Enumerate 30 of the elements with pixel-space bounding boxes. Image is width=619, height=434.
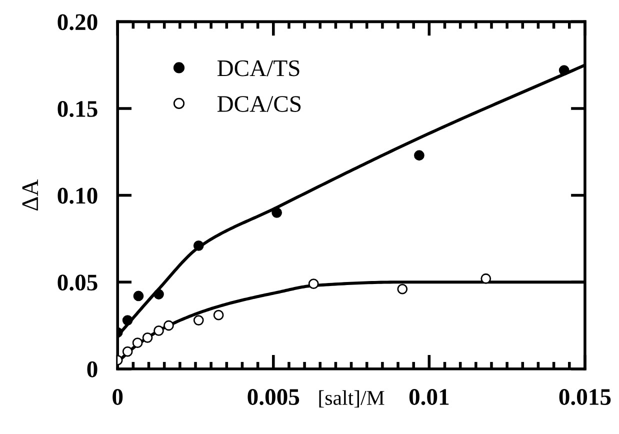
point bbox=[154, 289, 164, 300]
point bbox=[193, 240, 204, 251]
x-tick-label: 0.01 bbox=[409, 389, 449, 406]
point bbox=[193, 315, 204, 326]
y-tick-label: 0.05 bbox=[58, 274, 98, 291]
point bbox=[164, 320, 174, 331]
point bbox=[122, 346, 133, 357]
x-tick-label: 0.005 bbox=[248, 389, 300, 406]
point bbox=[308, 278, 319, 290]
point bbox=[142, 332, 153, 343]
point bbox=[213, 310, 224, 320]
point bbox=[132, 338, 143, 348]
legend-label: DCA/TS bbox=[217, 60, 300, 76]
y-tick-label: 0.15 bbox=[58, 100, 98, 118]
point bbox=[558, 65, 570, 76]
y-axis-title: ΔA bbox=[22, 179, 38, 211]
point bbox=[122, 315, 133, 326]
point bbox=[480, 273, 492, 284]
x-tick-label: 0.015 bbox=[559, 389, 611, 406]
point bbox=[154, 326, 164, 336]
y-tick-label: 0 bbox=[87, 361, 98, 378]
point bbox=[397, 284, 408, 294]
legend-label: DCA/CS bbox=[217, 96, 301, 112]
y-tick-label: 0.10 bbox=[58, 188, 98, 204]
point bbox=[133, 290, 144, 302]
x-axis-title: [salt]/M bbox=[319, 390, 384, 408]
x-tick-label: 0 bbox=[112, 389, 123, 405]
point bbox=[272, 207, 282, 218]
y-tick-label: 0.20 bbox=[58, 14, 98, 30]
point bbox=[414, 150, 424, 161]
